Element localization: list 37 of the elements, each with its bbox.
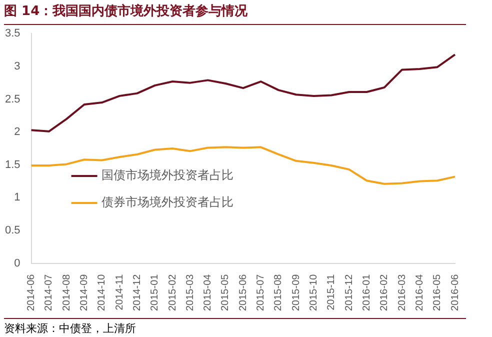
x-tick-label: 2016-05 (432, 274, 444, 312)
y-tick-label: 0 (14, 257, 20, 270)
x-tick-label: 2016-03 (396, 274, 408, 312)
x-tick-label: 2014-12 (132, 274, 143, 312)
x-tick-label: 2014-07 (44, 274, 55, 312)
x-tick-label: 2015-08 (273, 274, 284, 312)
x-tick-label: 2015-06 (238, 274, 249, 312)
x-tick-label: 2015-10 (308, 274, 320, 312)
x-tick-label: 2014-10 (96, 274, 108, 312)
y-tick-label: 3 (14, 60, 20, 72)
x-tick-label: 2015-04 (202, 274, 214, 312)
text: 资料来源：中债登，上清所 (4, 318, 466, 336)
x-tick-label: 2015-12 (344, 274, 355, 312)
x-tick-label: 2015-03 (184, 274, 196, 312)
x-tick-label: 2014-06 (26, 274, 38, 312)
x-tick-label: 2016-04 (414, 274, 426, 312)
x-tick-label: 2014-08 (61, 274, 72, 312)
x-tick-label: 2015-05 (220, 274, 232, 312)
x-tick-label: 2016-06 (450, 274, 461, 312)
x-tick-label: 2015-09 (290, 274, 302, 312)
x-tick-label: 2014-11 (114, 274, 126, 310)
legend-label: 债券市场境外投资者占比 (101, 195, 234, 210)
chart-title: 图 14：我国国内债市境外投资者参与情况 (4, 2, 466, 25)
x-tick-label: 2015-07 (256, 274, 267, 312)
x-tick-label: 2015-11 (326, 274, 338, 310)
y-tick-label: 0.5 (4, 224, 20, 237)
x-tick-label: 2016-01 (361, 274, 372, 312)
x-tick-label: 2014-09 (79, 274, 90, 312)
legend-label: 国债市场境外投资者占比 (101, 168, 234, 182)
y-tick-label: 2.5 (4, 93, 20, 106)
y-tick-label: 2 (14, 126, 20, 138)
x-tick-label: 2015-01 (150, 274, 161, 312)
x-tick-label: 2015-02 (167, 274, 178, 312)
y-tick-label: 1 (14, 192, 20, 204)
y-tick-label: 3.5 (4, 28, 20, 40)
y-tick-label: 1.5 (4, 158, 20, 171)
x-tick-label: 2016-02 (379, 274, 390, 312)
